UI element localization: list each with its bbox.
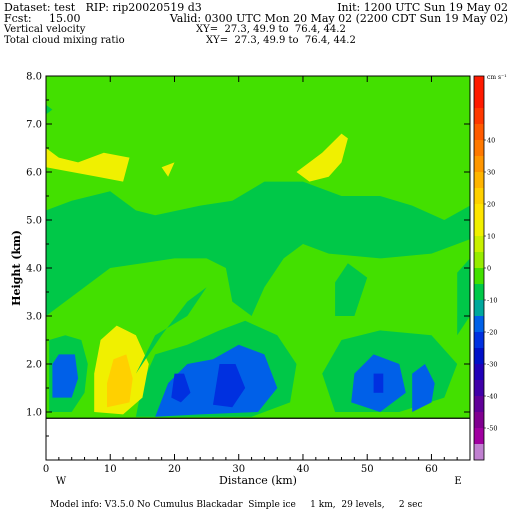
valid-time-label: Valid: 0300 UTC Mon 20 May 02 (2200 CDT … — [169, 12, 508, 25]
colorbar-unit: cm s⁻¹ — [487, 74, 507, 81]
contour-region — [135, 287, 207, 374]
colorbar-swatch — [474, 444, 484, 461]
colorbar-swatch — [474, 332, 484, 349]
colorbar-swatch — [474, 428, 484, 445]
colorbar-label: -10 — [487, 297, 497, 305]
colorbar-label: -30 — [487, 361, 497, 369]
contour-region — [46, 148, 130, 182]
y-tick-label: 2.0 — [26, 360, 42, 371]
field2-xy: XY= 27.3, 49.9 to 76.4, 44.2 — [206, 35, 356, 46]
x-tick-label: 50 — [361, 464, 374, 475]
y-tick-label: 8.0 — [26, 72, 42, 83]
contour-region — [107, 354, 133, 408]
forecast-hour-label: Fcst: 15.00 — [4, 12, 81, 25]
colorbar-swatch — [474, 396, 484, 413]
colorbar-swatch — [474, 140, 484, 157]
x-tick-label: 0 — [43, 464, 49, 475]
y-tick-label: 6.0 — [26, 168, 42, 179]
x-tick-label: 30 — [232, 464, 245, 475]
contour-region — [46, 104, 53, 115]
colorbar-label: 0 — [487, 265, 491, 273]
contour-region — [296, 133, 348, 182]
contour-region — [412, 364, 435, 412]
x-tick-label: 60 — [425, 464, 438, 475]
colorbar-label: -40 — [487, 393, 497, 401]
colorbar-swatch — [474, 124, 484, 141]
colorbar-swatch — [474, 348, 484, 365]
east-end-label: E — [454, 476, 461, 487]
west-end-label: W — [56, 476, 67, 487]
colorbar-swatch — [474, 108, 484, 125]
colorbar-swatch — [474, 380, 484, 397]
colorbar-label: -50 — [487, 425, 497, 433]
colorbar-swatch — [474, 284, 484, 301]
colorbar-swatch — [474, 188, 484, 205]
init-time-label: Init: 1200 UTC Sun 19 May 02 — [337, 1, 508, 14]
terrain-mask — [46, 418, 470, 460]
colorbar-swatch — [474, 252, 484, 269]
contour-region — [171, 373, 191, 403]
contour-region — [335, 263, 368, 316]
colorbar-label: -20 — [487, 329, 497, 337]
y-tick-label: 5.0 — [26, 216, 42, 227]
colorbar-swatch — [474, 156, 484, 173]
colorbar-label: 20 — [487, 201, 495, 209]
y-tick-label: 4.0 — [26, 264, 42, 275]
colorbar-swatch — [474, 412, 484, 429]
contour-region — [52, 354, 79, 398]
colorbar-swatch — [474, 300, 484, 317]
colorbar-label: 30 — [487, 169, 495, 177]
colorbar-swatch — [474, 236, 484, 253]
x-tick-label: 20 — [168, 464, 181, 475]
contour-region — [161, 162, 175, 177]
y-tick-label: 7.0 — [26, 120, 42, 131]
colorbar-swatch — [474, 316, 484, 333]
colorbar-swatch — [474, 204, 484, 221]
dataset-label: Dataset: test RIP: rip20020519 d3 — [4, 1, 202, 14]
contour-region — [155, 344, 278, 417]
colorbar-swatch — [474, 220, 484, 237]
contour-region — [213, 364, 246, 408]
colorbar-label: 40 — [487, 137, 495, 145]
field1-xy: XY= 27.3, 49.9 to 76.4, 44.2 — [196, 24, 346, 35]
contour-region — [373, 373, 384, 393]
y-tick-label: 3.0 — [26, 312, 42, 323]
field1-name: Vertical velocity — [4, 24, 86, 35]
colorbar-swatch — [474, 268, 484, 285]
x-tick-label: 10 — [104, 464, 117, 475]
y-axis-title: Height (km) — [10, 230, 23, 306]
model-info: Model info: V3.5.0 No Cumulus Blackadar … — [50, 500, 423, 510]
x-tick-label: 40 — [297, 464, 310, 475]
y-tick-label: 1.0 — [26, 408, 42, 419]
x-axis-title: Distance (km) — [219, 474, 297, 487]
field2-name: Total cloud mixing ratio — [4, 35, 125, 46]
colorbar-swatch — [474, 172, 484, 189]
colorbar-swatch — [474, 92, 484, 109]
colorbar-swatch — [474, 76, 484, 93]
colorbar-label: 10 — [487, 233, 495, 241]
contour-region — [46, 181, 470, 316]
colorbar-swatch — [474, 364, 484, 381]
